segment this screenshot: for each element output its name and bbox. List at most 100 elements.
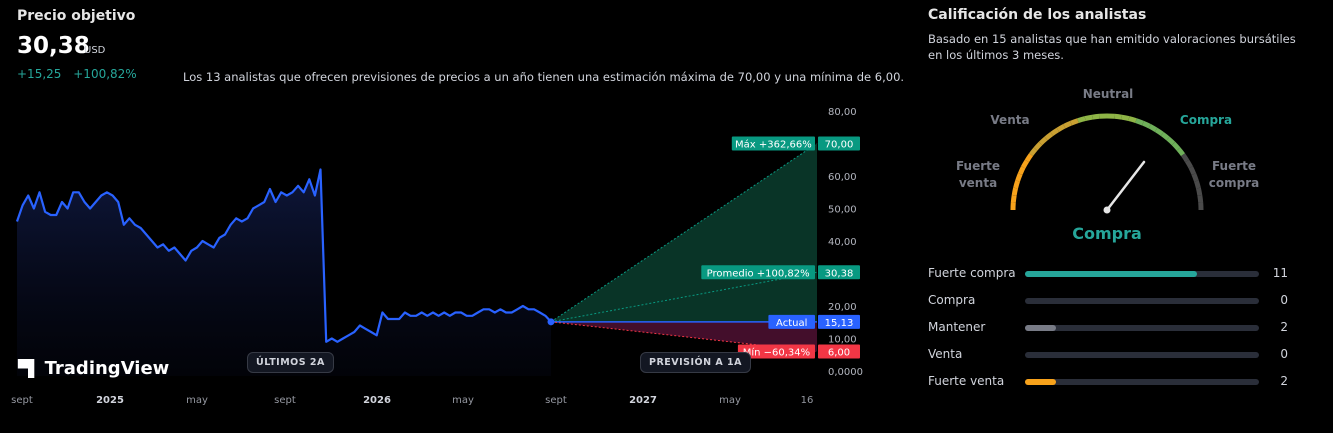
gauge-segment: [1195, 187, 1203, 196]
y-tick-label: 20,00: [828, 302, 857, 313]
x-tick-label: sept: [545, 395, 567, 406]
gauge-segment: [1180, 153, 1190, 163]
rating-bar-fill: [1025, 325, 1057, 331]
rating-count: 2: [1280, 320, 1288, 334]
x-tick-label: 2027: [629, 395, 657, 406]
gauge-needle-hub: [1103, 206, 1111, 214]
change-percent: +100,82%: [73, 67, 137, 81]
rating-count: 0: [1280, 293, 1288, 307]
gauge-segment: [1091, 113, 1100, 120]
tag-min-value: 6,00: [828, 348, 850, 359]
gauge-segment: [1024, 153, 1034, 163]
range-past-button[interactable]: ÚLTIMOS 2A: [247, 352, 334, 373]
gauge-segment: [1171, 141, 1181, 151]
price-target-chart[interactable]: 80,00 70,00 60,00 50,00 40,00 20,00 10,00 0,000…: [0, 95, 880, 415]
gauge-needle: [1105, 160, 1146, 212]
tag-current-value: 15,13: [825, 318, 854, 329]
tag-average-label: Promedio +100,82%: [707, 268, 810, 279]
rating-label: Fuerte compra: [928, 266, 1016, 280]
gauge-segment: [1028, 147, 1038, 157]
tag-max-label: Máx +362,66%: [735, 139, 812, 151]
rating-bar-fill: [1025, 379, 1057, 385]
forecast-max-line: [550, 143, 818, 323]
gauge-segment: [1154, 127, 1164, 137]
rating-label: Venta: [928, 347, 963, 361]
tag-max-value: 70,00: [825, 140, 854, 151]
tag-average: Promedio +100,82% 30,38: [701, 265, 860, 280]
forecast-min-line: [550, 321, 818, 352]
x-tick-label: 2025: [96, 395, 124, 406]
gauge-segment: [1056, 123, 1066, 133]
gauge-segment: [1176, 147, 1186, 157]
tag-max-label-bg: [731, 136, 815, 151]
gauge-segment: [1160, 131, 1170, 141]
gauge-label-neutral: Neutral: [1083, 87, 1134, 101]
gauge-segment: [1197, 194, 1204, 203]
analyst-rating-description: Basado en 15 analistas que han emitido v…: [928, 32, 1296, 62]
tag-min-label: Mín −60,34%: [743, 347, 810, 359]
rating-label: Mantener: [928, 320, 986, 334]
tradingview-logo[interactable]: ▀▌ TradingView: [18, 358, 169, 379]
rating-bar-track: [1025, 352, 1259, 358]
rating-label: Compra: [928, 293, 976, 307]
gauge-label-sell: Venta: [990, 113, 1029, 127]
tag-min: Mín −60,34% 6,00: [737, 344, 860, 359]
rating-bar-track: [1025, 298, 1259, 304]
tag-current-label: Actual: [776, 318, 807, 329]
gauge-result: Compra: [1072, 224, 1142, 243]
x-tick-label: sept: [274, 395, 296, 406]
y-tick-label: 50,00: [828, 205, 857, 216]
gauge-segment: [1011, 187, 1019, 196]
gauge-segment: [1044, 131, 1054, 141]
y-tick-label: 0,0000: [828, 367, 863, 378]
rating-gauge: Neutral Venta Compra Fuerte venta Fuerte…: [956, 87, 1259, 243]
tag-current: Actual 15,13: [768, 314, 860, 329]
tag-max-value-bg: [818, 136, 860, 151]
gauge-segment: [1194, 180, 1201, 189]
analyst-rating-title: Calificación de los analistas: [928, 7, 1147, 23]
y-tick-label: 60,00: [828, 172, 857, 183]
x-tick-label: may: [452, 395, 474, 406]
change-absolute: +15,25: [17, 67, 62, 81]
gauge-segment: [1017, 166, 1026, 175]
gauge-segment: [1038, 136, 1048, 146]
gauge-segment: [1114, 113, 1123, 120]
forecast-downside-area: [551, 321, 817, 352]
rating-count: 0: [1280, 347, 1288, 361]
section-title: Precio objetivo: [17, 8, 136, 24]
tag-min-value-bg: [818, 344, 860, 359]
forecast-summary: Los 13 analistas que ofrecen previsiones…: [183, 70, 905, 84]
range-forecast-button[interactable]: PREVISIÓN A 1A: [640, 352, 751, 373]
gauge-segment: [1166, 136, 1176, 146]
currency-label: USD: [84, 45, 106, 56]
price-area: [17, 169, 551, 376]
forecast-average-line: [550, 271, 818, 323]
gauge-label-strong-buy-1: Fuerte: [1212, 159, 1256, 173]
rating-label: Fuerte venta: [928, 374, 1005, 388]
gauge-segment: [1070, 118, 1079, 126]
logo-text: TradingView: [44, 358, 170, 379]
gauge-segment: [1191, 173, 1199, 182]
tag-max: Máx +362,66% 70,00: [731, 136, 860, 151]
rating-bar-track: [1025, 379, 1259, 385]
tradingview-logo-icon: ▀▌: [18, 359, 41, 378]
gauge-segment: [1084, 114, 1093, 122]
gauge-segment: [1033, 141, 1043, 151]
gauge-label-strong-buy-2: compra: [1209, 176, 1259, 190]
gauge-segment: [1077, 116, 1086, 123]
gauge-segment: [1050, 127, 1060, 137]
tag-min-label-bg: [737, 344, 815, 359]
gauge-segment: [1188, 166, 1197, 175]
gauge-segment: [1121, 114, 1130, 122]
gauge-label-buy: Compra: [1180, 113, 1232, 127]
gauge-label-strong-sell-2: venta: [959, 176, 997, 190]
gauge-segment: [1148, 123, 1158, 133]
x-tick-label: sept: [11, 395, 33, 406]
rating-count: 2: [1280, 374, 1288, 388]
price-change: +15,25 +100,82%: [17, 67, 145, 81]
x-tick-label: may: [719, 395, 741, 406]
y-tick-label: 40,00: [828, 237, 857, 248]
gauge-segment: [1063, 120, 1072, 129]
gauge-segment: [1020, 159, 1030, 169]
tag-average-label-bg: [701, 265, 815, 280]
